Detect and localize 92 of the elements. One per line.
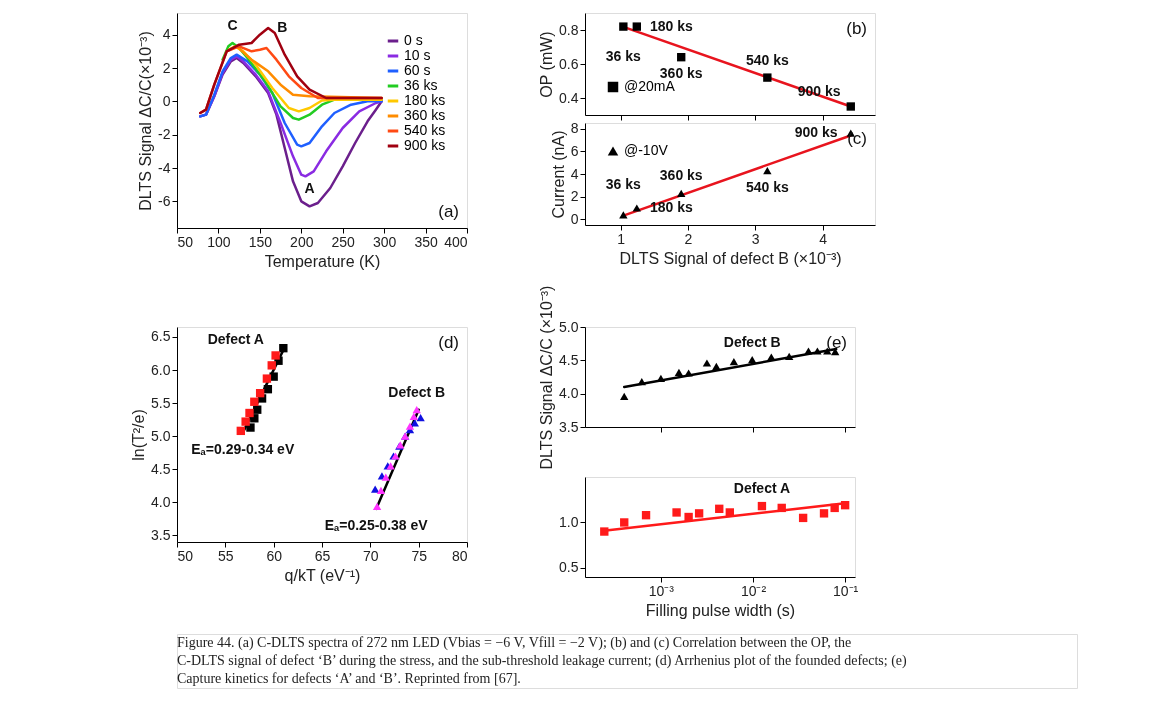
y-tick-label: 2 <box>162 59 171 76</box>
y-tick-label: 0.6 <box>559 55 579 72</box>
x-tick-label: 200 <box>290 233 314 250</box>
y-tick-label: 4.0 <box>151 493 171 510</box>
legend-label: 900 ks <box>404 137 446 153</box>
x-tick-label: 70 <box>363 547 379 564</box>
annotation: A <box>304 180 315 197</box>
y-tick-label: 5.0 <box>151 427 171 444</box>
annotation: Defect A <box>207 331 264 348</box>
x-tick-label: 50 <box>177 547 194 564</box>
annotation: 540 ks <box>745 51 789 68</box>
x-tick-label: 50 <box>177 233 194 250</box>
y-tick-label: 4 <box>162 26 171 43</box>
x-tick-label: 10⁻³ <box>648 582 675 599</box>
y-tick-label: 2 <box>570 188 579 205</box>
y-tick-label: 5.0 <box>559 318 579 335</box>
x-axis-title: DLTS Signal of defect B (×10⁻³) <box>619 249 842 267</box>
legend-label: 10 s <box>404 47 431 63</box>
y-tick-label: 4.0 <box>559 385 579 402</box>
legend-label: 36 ks <box>404 77 438 93</box>
annotation: Defect A <box>733 480 791 497</box>
x-tick-label: 100 <box>207 233 231 250</box>
y-axis-title: DLTS Signal ΔC/C(×10⁻³) <box>137 31 155 211</box>
annotation: (b) <box>846 19 867 38</box>
y-tick-label: 0 <box>570 210 579 227</box>
y-tick-label: -4 <box>158 159 171 176</box>
x-tick-label: 2 <box>684 230 693 247</box>
x-tick-label: 10⁻² <box>740 582 767 599</box>
legend-label: 180 ks <box>404 92 446 108</box>
annotation: Defect B <box>723 333 781 350</box>
annotation: 36 ks <box>605 47 642 64</box>
annotation: 180 ks <box>650 17 694 34</box>
annotation: (d) <box>438 333 459 352</box>
annotation: 36 ks <box>605 175 642 192</box>
annotation: 900 ks <box>794 124 838 141</box>
y-axis-title: ln(T²/e) <box>130 409 148 461</box>
x-tick-label: 10⁻¹ <box>833 582 859 599</box>
y-tick-label: 6.5 <box>151 328 171 345</box>
y-tick-label: 4.5 <box>151 460 171 477</box>
y-tick-label: 0.4 <box>559 89 579 106</box>
y-axis-title: Current (nA) <box>549 130 567 219</box>
annotation: Defect B <box>388 383 446 400</box>
annotation: Eₐ=0.25-0.38 eV <box>324 516 429 533</box>
annotation: (c) <box>847 129 867 148</box>
x-axis-title: Filling pulse width (s) <box>645 601 796 619</box>
y-tick-label: -6 <box>158 192 171 209</box>
y-tick-label: 8 <box>570 120 579 137</box>
annotation: Eₐ=0.29-0.34 eV <box>191 440 295 457</box>
y-tick-label: 0.5 <box>559 559 579 576</box>
legend-label: 360 ks <box>404 107 446 123</box>
y-axis-title: OP (mW) <box>538 31 556 98</box>
x-tick-label: 3 <box>751 230 760 247</box>
x-tick-label: 65 <box>314 547 331 564</box>
x-axis-title: q/kT (eV⁻¹) <box>284 566 361 584</box>
x-tick-label: 75 <box>411 547 428 564</box>
text: C-DLTS signal of defect ‘B’ during the stress, and the sub-threshold leakage current; (d) Arrhenius plot of the founded defects; (e) <box>177 653 908 669</box>
y-tick-label: 6 <box>570 142 579 159</box>
x-tick-label: 350 <box>414 233 438 250</box>
legend-label: 540 ks <box>404 122 446 138</box>
y-tick-label: 1.0 <box>559 513 579 530</box>
y-tick-label: 3.5 <box>559 418 579 435</box>
x-tick-label: 1 <box>617 230 626 247</box>
x-tick-label: 400 <box>444 233 468 250</box>
x-axis-title: Temperature (K) <box>264 252 381 270</box>
text: Capture kinetics for defects ‘A’ and ‘B’. Reprinted from [67]. <box>177 671 521 686</box>
legend-label: @-10V <box>624 142 669 158</box>
x-tick-label: 150 <box>248 233 273 250</box>
annotation: (e) <box>826 333 847 352</box>
annotation: 180 ks <box>650 199 694 215</box>
x-tick-label: 60 <box>266 547 283 564</box>
annotation: (a) <box>438 202 459 221</box>
x-tick-label: 250 <box>331 233 356 250</box>
annotation: B <box>277 19 288 35</box>
y-tick-label: 3.5 <box>151 526 171 543</box>
annotation: C <box>227 17 238 33</box>
x-tick-label: 4 <box>819 230 828 247</box>
y-axis-title: DLTS Signal ΔC/C (×10⁻³) <box>538 285 556 470</box>
x-tick-label: 300 <box>372 233 397 250</box>
y-tick-label: 6.0 <box>151 361 171 378</box>
y-tick-label: 4.5 <box>559 351 579 368</box>
x-tick-label: 80 <box>451 547 468 564</box>
legend-label: 0 s <box>404 32 423 48</box>
annotation: 360 ks <box>659 167 703 184</box>
y-tick-label: -2 <box>158 126 171 143</box>
y-tick-label: 0.8 <box>559 21 579 38</box>
x-tick-label: 55 <box>218 547 234 564</box>
legend-label: 60 s <box>404 62 431 78</box>
annotation: 540 ks <box>745 178 789 195</box>
y-tick-label: 5.5 <box>151 394 171 411</box>
caption: Figure 44. (a) C-DLTS spectra of 272 nm LED (Vbias = −6 V, Vfill = −2 V); (b) and (c) Correlation between the OP, the <box>177 635 852 651</box>
y-tick-label: 4 <box>570 165 579 182</box>
y-tick-label: 0 <box>162 92 171 109</box>
